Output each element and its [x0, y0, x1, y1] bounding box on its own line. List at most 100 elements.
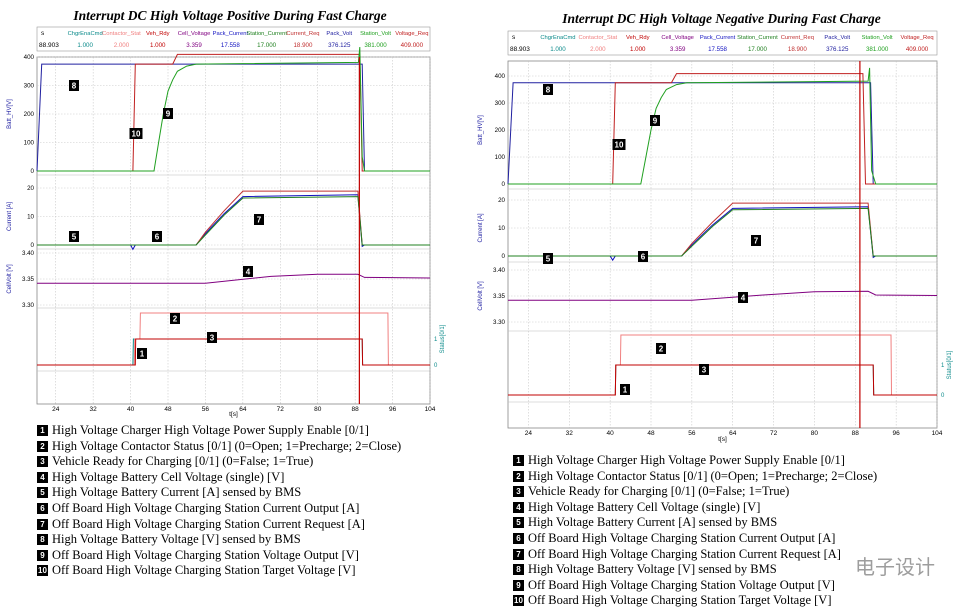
chart-svg-negative: s 88.903 ChgrEnaCmd 1.000 Contactor_Stat 2.00…: [478, 30, 953, 443]
x-tick-label: 64: [239, 406, 247, 413]
x-axis-label: t[s]: [229, 411, 238, 418]
marker-box-1: [137, 348, 147, 359]
header-col-name: Contactor_Stat: [102, 31, 141, 37]
status-tick-label: 0: [434, 363, 438, 369]
x-tick-label: 32: [90, 406, 98, 413]
series-line-cell-voltage: [37, 273, 431, 284]
legend-text: High Voltage Battery Voltage [V] sensed …: [528, 562, 777, 577]
series-line-chgrenacmd: [37, 338, 430, 366]
marker-box-3: [699, 364, 709, 375]
voltage-tick-label: 400: [495, 73, 506, 80]
legend-number-badge: 10: [513, 595, 524, 607]
marker-label-8: 8: [546, 86, 551, 95]
series-line-pack-current: [37, 194, 430, 251]
watermark-text: 电子设计: [855, 555, 935, 579]
legend-item-5: 5 High Voltage Battery Current [A] sensed…: [37, 485, 401, 501]
x-tick-label: 72: [770, 430, 778, 437]
header-time-unit: s: [41, 30, 45, 37]
cell-voltage-tick-label: 3.35: [493, 293, 506, 300]
marker-box-4: [243, 266, 253, 277]
header-col-name: Voltage_Req: [900, 35, 933, 41]
x-axis-label: t[s]: [718, 436, 727, 443]
marker-box-7: [254, 214, 264, 225]
status-axis-label: Status[0/1]: [947, 350, 953, 379]
marker-box-2: [656, 343, 666, 354]
chart-title: Interrupt DC High Voltage Negative Durin…: [562, 11, 881, 26]
header-col-name: ChgrEnaCmd: [540, 35, 575, 41]
marker-label-2: 2: [173, 315, 178, 324]
legend-number-badge: 4: [513, 501, 524, 513]
header-box: [507, 30, 938, 56]
marker-box-10: [129, 128, 143, 139]
legend-text: High Voltage Battery Current [A] sensed …: [52, 485, 302, 500]
legend-number-badge: 8: [513, 564, 524, 576]
legend-item-2: 2 High Voltage Contactor Status [0/1] (0=…: [513, 469, 877, 485]
marker-box-1: [620, 384, 630, 395]
current-tick-label: 10: [27, 214, 34, 221]
marker-label-1: 1: [140, 350, 145, 359]
x-tick-label: 24: [52, 406, 60, 413]
legend-item-8: 8 High Voltage Battery Voltage [V] sensed…: [37, 532, 401, 548]
series-line-voltage-req: [37, 53, 430, 172]
header-time-value: 88.903: [510, 46, 530, 53]
marker-box-5: [543, 253, 553, 264]
legend-number-badge: 2: [37, 440, 48, 452]
header-col-value: 2.000: [590, 46, 606, 53]
header-col-name: Contactor_Stat: [579, 35, 618, 41]
legend-number-badge: 7: [513, 548, 524, 560]
header-col-value: 381.000: [866, 46, 889, 53]
x-tick-label: 104: [932, 430, 943, 437]
legend-text: Off Board High Voltage Charging Station …: [528, 593, 832, 608]
marker-label-5: 5: [72, 233, 77, 242]
x-tick-label: 72: [277, 406, 285, 413]
legend-item-1: 1 High Voltage Charger High Voltage Power…: [37, 423, 401, 439]
legend-item-1: 1 High Voltage Charger High Voltage Power…: [513, 453, 877, 469]
header-col-value: 409.000: [906, 46, 929, 53]
series-line-voltage-req: [508, 73, 937, 185]
marker-label-9: 9: [653, 117, 658, 126]
status-tick-label: 0: [941, 393, 945, 399]
legend-text: Off Board High Voltage Charging Station …: [52, 563, 356, 578]
legend-number-badge: 1: [513, 455, 524, 466]
header-col-name: Station_Current: [737, 35, 778, 41]
x-tick-label: 88: [352, 406, 360, 413]
series-line-veh-rdy: [508, 364, 937, 396]
header-time-unit: s: [512, 34, 516, 41]
cell-voltage-tick-label: 3.35: [22, 276, 35, 283]
header-col-value: 17.558: [708, 46, 727, 53]
current-axis-label: Current [A]: [7, 202, 13, 231]
series-line-pack-current: [508, 206, 937, 262]
x-tick-label: 64: [729, 430, 737, 437]
series-line-station-current: [508, 207, 937, 257]
marker-box-6: [638, 251, 648, 262]
voltage-tick-label: 200: [24, 111, 35, 118]
series-line-current-req: [37, 190, 430, 246]
legend-number-badge: 7: [37, 518, 48, 530]
legend-text: High Voltage Charger High Voltage Power …: [52, 423, 369, 437]
legend-item-2: 2 High Voltage Contactor Status [0/1] (0=…: [37, 439, 401, 455]
marker-label-6: 6: [641, 253, 646, 262]
x-tick-label: 40: [127, 406, 135, 413]
cell-voltage-tick-label: 3.40: [22, 250, 35, 257]
marker-label-4: 4: [246, 268, 251, 277]
legend-text: Off Board High Voltage Charging Station …: [528, 546, 841, 561]
header-col-value: 1.000: [550, 46, 566, 53]
legend-number-badge: 9: [37, 549, 48, 561]
series-line-station-current: [37, 196, 430, 246]
header-col-value: 409.000: [401, 42, 424, 49]
marker-label-4: 4: [741, 294, 746, 303]
header-col-value: 1.000: [630, 46, 646, 53]
header-col-value: 376.125: [328, 42, 351, 49]
plot-frame: [36, 56, 431, 405]
header-time-value: 88.903: [39, 42, 59, 49]
legend-number-badge: 6: [513, 532, 524, 544]
legend-text: High Voltage Battery Current [A] sensed …: [528, 515, 778, 530]
header-col-value: 17.000: [257, 42, 276, 49]
cell-voltage-tick-label: 3.30: [22, 302, 35, 309]
cell-voltage-axis-label: CellVolt [V]: [478, 281, 484, 311]
header-col-value: 17.558: [221, 42, 240, 49]
legend-text: High Voltage Contactor Status [0/1] (0=O…: [52, 438, 402, 453]
legend-number-badge: 4: [37, 471, 48, 483]
header-col-name: Veh_Rdy: [146, 31, 170, 37]
legend-item-4: 4 High Voltage Battery Cell Voltage (sing…: [513, 500, 877, 516]
